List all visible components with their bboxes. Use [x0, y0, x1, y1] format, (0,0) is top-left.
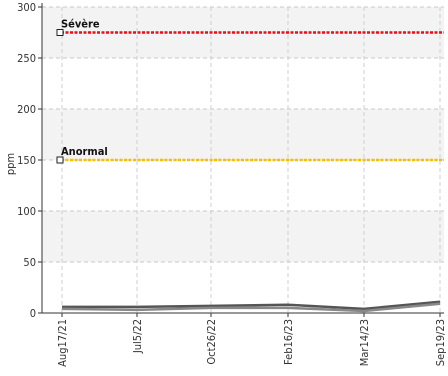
- y-tick-label: 150: [17, 154, 36, 167]
- x-tick-label: Oct26/22: [205, 319, 218, 365]
- x-tick-label: Mar14/23: [358, 319, 371, 366]
- series-lines: [61, 300, 441, 313]
- background-bands: [42, 7, 444, 262]
- axes: [38, 3, 444, 317]
- y-tick-label: 50: [23, 256, 36, 269]
- threshold-marker: [56, 156, 64, 164]
- y-tick-label: 0: [30, 307, 36, 320]
- background-band: [42, 211, 444, 262]
- y-tick-labels: 0 50 100 150 200 250 300: [17, 1, 36, 320]
- threshold-lines: Sévère Anormal: [56, 18, 444, 164]
- x-tick-labels: Aug17/21 Jul5/22 Oct26/22 Feb16/23 Mar14/23 S…: [56, 319, 447, 367]
- y-tick-label: 100: [17, 205, 36, 218]
- y-tick-label: 300: [17, 1, 36, 14]
- y-axis-label: ppm: [4, 153, 17, 175]
- x-tick-label: Feb16/23: [282, 319, 295, 365]
- series-line: [62, 300, 441, 311]
- threshold-marker: [56, 29, 64, 36]
- x-tick-label: Sep19/23: [434, 319, 447, 366]
- y-tick-label: 250: [17, 52, 36, 65]
- x-tick-label: Jul5/22: [131, 319, 144, 354]
- series-line: [61, 302, 441, 313]
- x-tick-label: Aug17/21: [56, 319, 69, 367]
- y-tick-label: 200: [17, 103, 36, 116]
- background-band: [42, 109, 444, 160]
- threshold-label: Anormal: [61, 145, 108, 158]
- threshold-label: Sévère: [61, 18, 100, 31]
